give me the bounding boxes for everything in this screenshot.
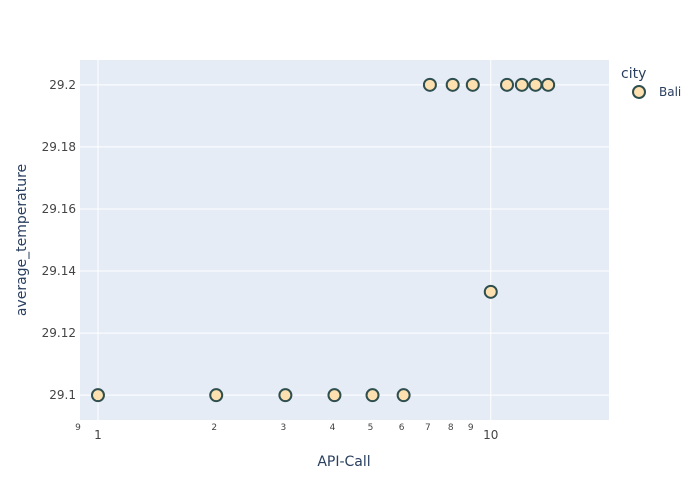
x-minor-tick-label: 3 [281, 423, 287, 433]
data-point-bali[interactable] [465, 77, 480, 92]
data-point-bali[interactable] [528, 77, 543, 92]
data-points [90, 77, 556, 403]
y-tick-label: 29.2 [49, 78, 76, 92]
legend[interactable]: city Bali [621, 66, 681, 99]
legend-title: city [621, 66, 646, 82]
x-tick-label: 10 [483, 428, 498, 442]
legend-marker-bali [632, 85, 646, 99]
x-tick-label: 1 [94, 428, 102, 442]
data-point-bali[interactable] [541, 77, 556, 92]
y-tick-label: 29.14 [42, 264, 76, 278]
x-minor-tick-label: 6 [399, 423, 405, 433]
y-tick-label: 29.1 [49, 388, 76, 402]
plot-background [80, 60, 609, 420]
data-point-bali[interactable] [422, 77, 437, 92]
x-minor-tick-label: 5 [368, 423, 374, 433]
data-point-bali[interactable] [445, 77, 460, 92]
legend-label-bali: Bali [659, 85, 681, 99]
data-point-bali[interactable] [365, 388, 380, 403]
y-axis-title: average_temperature [14, 164, 30, 316]
x-minor-tick-label: 9 [468, 423, 474, 433]
x-minor-tick-label: 2 [211, 423, 217, 433]
x-minor-tick-label: 9 [75, 423, 81, 433]
x-minor-tick-label: 7 [425, 423, 431, 433]
data-point-bali[interactable] [500, 77, 515, 92]
x-minor-tick-label: 8 [448, 423, 454, 433]
y-tick-label: 29.18 [42, 140, 76, 154]
data-point-bali[interactable] [278, 388, 293, 403]
data-point-bali[interactable] [209, 388, 224, 403]
x-axis-ticks: 1 10 9 2 3 4 5 6 7 8 9 [75, 423, 498, 442]
y-tick-label: 29.12 [42, 326, 76, 340]
y-tick-label: 29.16 [42, 202, 76, 216]
x-minor-tick-label: 4 [330, 423, 336, 433]
data-point-bali[interactable] [327, 388, 342, 403]
x-axis-title: API-Call [317, 454, 370, 470]
data-point-bali[interactable] [90, 388, 105, 403]
data-point-bali[interactable] [483, 284, 498, 299]
data-point-bali[interactable] [514, 77, 529, 92]
data-point-bali[interactable] [396, 388, 411, 403]
y-axis-ticks: 29.1 29.12 29.14 29.16 29.18 29.2 [42, 78, 76, 402]
grid [80, 60, 609, 420]
